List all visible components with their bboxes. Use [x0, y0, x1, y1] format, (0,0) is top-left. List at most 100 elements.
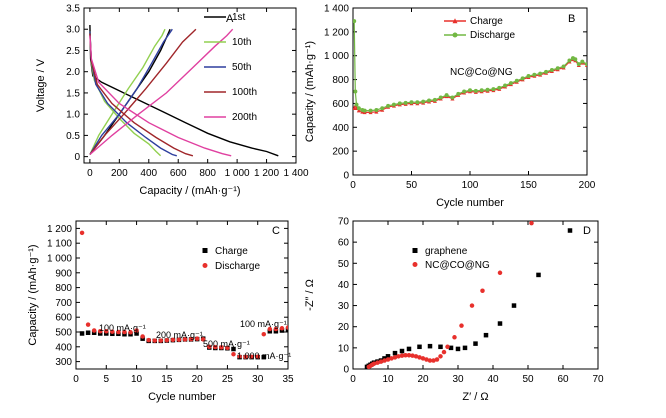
panel-b-y-tick-label: 0 [343, 171, 349, 182]
panel-a-series-line [89, 28, 173, 155]
panel-b-point [462, 89, 467, 94]
panel-d-series-0 [364, 228, 573, 369]
panel-b-y-axis-title: Capacity / (mAh·g⁻¹) [304, 41, 316, 142]
panel-d-point [473, 341, 478, 346]
panel-c-point [122, 329, 127, 335]
panel-b-point [580, 59, 585, 64]
panel-d-point [567, 228, 573, 233]
panel-c-point [261, 331, 267, 337]
panel-d-legend: graphene NC@CO@NG [412, 246, 490, 271]
panel-b-point [555, 66, 560, 71]
panel-d-point [511, 303, 517, 308]
panel-c-point [176, 337, 182, 342]
panel-d-data [364, 221, 573, 369]
panel-c-rate-label: 1 000 mA·g⁻¹ [237, 351, 291, 361]
panel-c-rate-label: 200 mA·g⁻¹ [156, 330, 203, 340]
panel-b-point [353, 89, 358, 94]
panel-b-point [374, 107, 379, 112]
panel-a-series-line [89, 35, 232, 157]
panel-b-point [585, 62, 587, 67]
panel-d-point [371, 361, 377, 366]
panel-c-y-tick-label: 700 [55, 298, 72, 309]
panel-a-x-tick-label: 800 [199, 168, 216, 179]
panel-d-point [441, 349, 447, 355]
panel-b-point [479, 88, 484, 93]
panel-c-x-axis-title: Cycle number [148, 391, 216, 403]
panel-c-x-tick-label: 25 [222, 374, 234, 385]
panel-a-legend-label: 10th [232, 37, 251, 48]
panel-a-y-tick-label: 1.0 [66, 110, 80, 121]
panel-c-letter: C [272, 225, 280, 237]
panel-a-y-tick-label: 0 [74, 152, 80, 163]
panel-c-point [273, 326, 279, 332]
panel-c-point [79, 331, 85, 336]
panel-b-point [456, 91, 461, 96]
panel-a-series-line [89, 24, 279, 157]
panel-b-x-tick-label: 200 [579, 180, 596, 191]
panel-d-series-1 [366, 221, 534, 369]
panel-b-point [549, 68, 554, 73]
panel-c-point [110, 329, 115, 334]
panel-c-point [279, 326, 285, 331]
panel-b-point [544, 69, 549, 74]
panel-d-point [434, 357, 440, 362]
panel-c-y-tick-label: 600 [55, 313, 72, 324]
panel-d-point [497, 321, 503, 326]
panel-b-y-tick-label: 400 [332, 123, 349, 134]
panel-c: 0 5 10 15 20 25 30 35 300 400 500 600 700 800 900 1 000… [27, 220, 294, 403]
panel-d-x-tick-label: 10 [382, 374, 394, 385]
panel-b-point [427, 98, 432, 103]
panel-d-x-tick-label: 30 [452, 374, 464, 385]
panel-c-point [243, 354, 248, 360]
panel-c-point [91, 328, 97, 333]
panel-b-legend-label: Discharge [470, 30, 515, 41]
panel-d-frame [352, 220, 599, 370]
panel-c-point [249, 354, 254, 360]
panel-b-annotation: NC@Co@NG [450, 67, 513, 78]
panel-d-legend-label: graphene [425, 246, 468, 257]
panel-a-frame [83, 7, 297, 164]
panel-c-rate-label: 100 mA·g⁻¹ [99, 323, 146, 333]
panel-a-y-tick-label: 3.0 [66, 25, 80, 36]
panel-d-point [469, 303, 475, 308]
panel-c-point [188, 336, 194, 342]
panel-b-point [421, 99, 426, 104]
panel-a-series-4 [89, 28, 234, 157]
panel-c-point [261, 354, 267, 360]
panel-b-point [368, 108, 373, 113]
panel-d-point [406, 353, 412, 358]
panel-c-point [128, 330, 133, 335]
panel-d-x-axis-title: Z′ / Ω [462, 391, 488, 403]
panel-c-point [116, 329, 121, 335]
panel-b-point [538, 71, 543, 76]
panel-b-legend: Charge Discharge [444, 16, 515, 41]
panel-d-point [497, 270, 503, 276]
panel-a-y-tick-label: 0.5 [66, 131, 80, 142]
panel-c-x-tick-label: 5 [104, 374, 110, 385]
panel-c-frame [75, 220, 289, 370]
panel-d-point [417, 344, 422, 350]
panel-b-point [386, 103, 391, 108]
panel-b-point [397, 101, 402, 106]
panel-d-y-tick-label: 0 [343, 365, 349, 376]
panel-c-point [200, 337, 206, 342]
panel-a-y-tick-label: 1.5 [66, 88, 80, 99]
panel-a-y-tick-label: 2.5 [66, 46, 80, 57]
panel-c-point [225, 345, 230, 351]
panel-b: 0 50 100 150 200 0 200 400 600 800 1 000 1 200 1 400… [304, 4, 596, 210]
panel-d-point [438, 354, 443, 359]
panel-b-point [356, 106, 361, 111]
panel-d-point [424, 357, 429, 362]
panel-c-y-tick-label: 500 [55, 328, 72, 339]
panel-b-x-axis-title: Cycle number [436, 197, 504, 209]
panel-c-point [231, 346, 236, 352]
panel-c-point [164, 338, 170, 343]
panel-b-point [450, 95, 455, 100]
panel-d-x-tick-label: 20 [417, 374, 429, 385]
panel-b-point [353, 19, 357, 24]
panel-d-x-tick-label: 0 [350, 374, 356, 385]
panel-d-point [483, 332, 489, 338]
panel-a-x-tick-label: 600 [170, 168, 187, 179]
panel-b-x-tick-label: 0 [350, 180, 356, 191]
